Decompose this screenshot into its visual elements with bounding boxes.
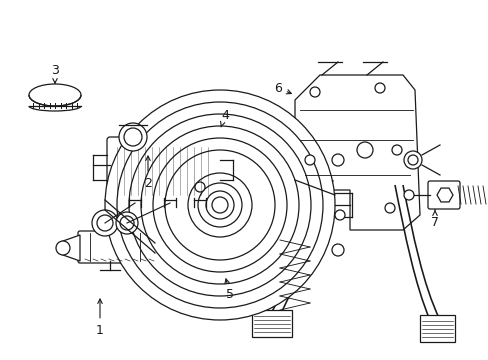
Circle shape [119,123,147,151]
Circle shape [309,87,319,97]
FancyBboxPatch shape [427,181,459,209]
Circle shape [120,216,134,230]
Circle shape [334,210,345,220]
Circle shape [92,210,118,236]
Circle shape [187,173,251,237]
Circle shape [105,90,334,320]
Circle shape [384,203,394,213]
Circle shape [407,155,417,165]
Circle shape [56,241,70,255]
FancyBboxPatch shape [107,137,218,201]
Circle shape [198,183,242,227]
Circle shape [403,190,413,200]
Text: 3: 3 [51,63,59,83]
Text: 6: 6 [273,81,291,95]
Ellipse shape [29,84,81,106]
Circle shape [403,151,421,169]
Circle shape [124,128,142,146]
Circle shape [212,197,227,213]
Circle shape [205,191,234,219]
Polygon shape [63,235,80,261]
Text: 7: 7 [430,210,438,229]
Circle shape [374,83,384,93]
Text: 1: 1 [96,299,104,337]
Polygon shape [419,315,454,342]
Polygon shape [251,310,291,337]
Circle shape [97,215,113,231]
Circle shape [305,155,314,165]
Circle shape [129,114,310,296]
Circle shape [331,154,343,166]
Circle shape [331,244,343,256]
Text: 2: 2 [144,156,152,189]
Circle shape [153,138,286,272]
Circle shape [117,102,323,308]
Circle shape [391,145,401,155]
Polygon shape [436,188,452,202]
Polygon shape [294,75,419,230]
Circle shape [141,126,298,284]
Text: 4: 4 [220,108,228,127]
Circle shape [195,182,204,192]
Circle shape [116,212,138,234]
Text: 5: 5 [224,279,234,302]
Circle shape [164,150,274,260]
Circle shape [356,142,372,158]
FancyBboxPatch shape [78,231,157,263]
